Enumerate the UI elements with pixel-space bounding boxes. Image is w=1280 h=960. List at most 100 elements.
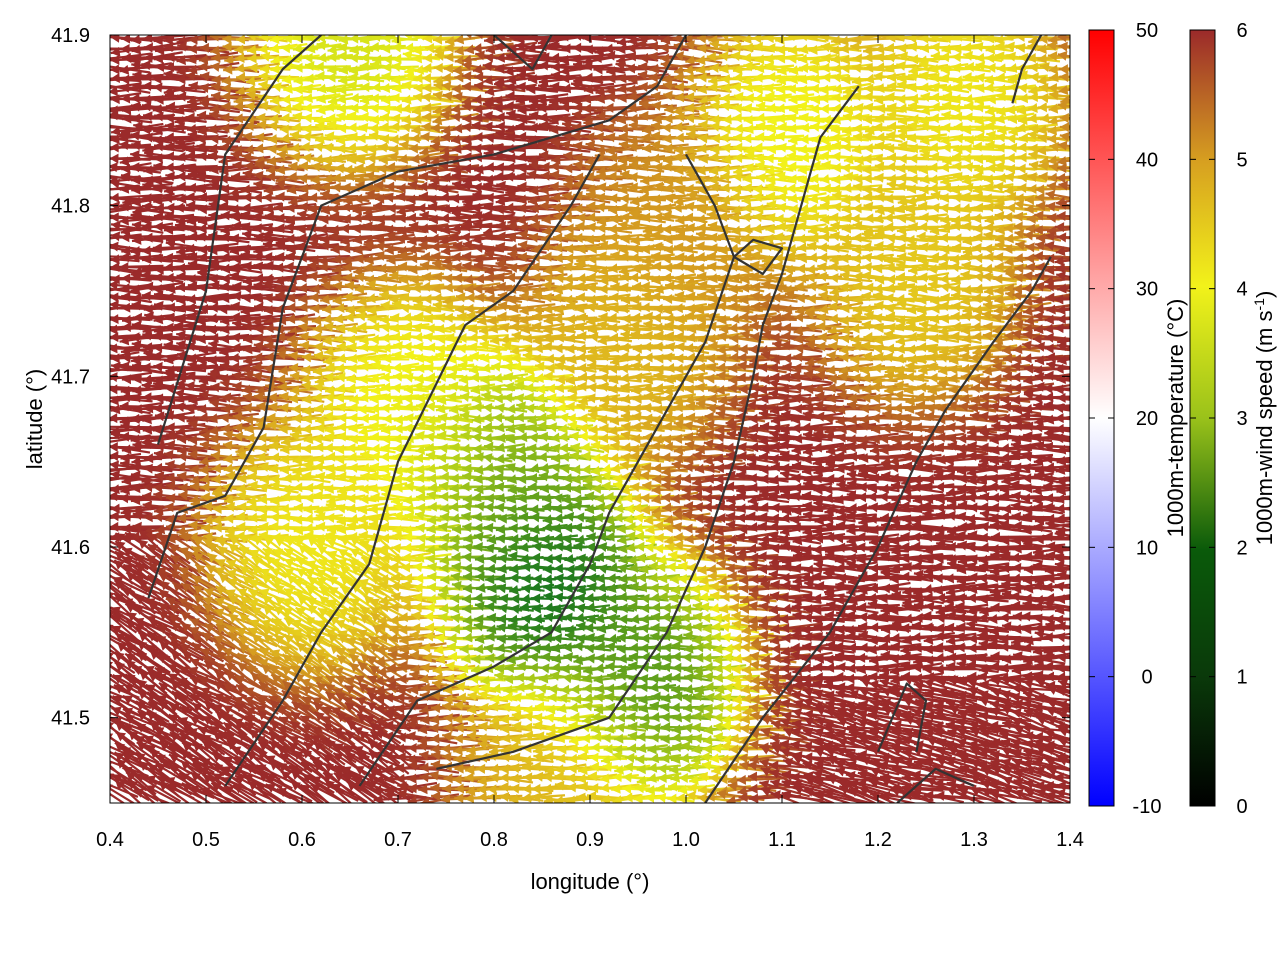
wind-arrow-head [764,53,774,64]
wind-arrow-head [506,35,516,42]
wind-arrow-head [742,52,752,63]
wind-arrow-head [941,44,952,55]
wind-arrow-head [176,74,186,85]
wind-arrow-head [719,42,729,53]
wind-arrow-head [952,43,962,54]
wind-arrow-head [317,52,327,63]
wind-arrow-head [98,312,107,322]
wind-arrow-head [898,51,909,62]
wind-arrow-head [951,62,962,73]
wind-arrow-head [316,40,327,51]
wind-arrow-head [164,61,175,72]
wind-arrow-head [962,35,972,42]
wind-arrow-head [236,72,246,83]
wind-arrow-head [775,44,786,55]
wind-arrow-head [89,223,98,233]
wind-arrow-head [695,55,706,66]
wind-arrow-head [863,45,873,56]
wind-arrow-head [224,55,234,66]
wind-arrow-head [1058,64,1069,75]
wind-arrow-head [369,41,379,52]
wind-arrow-head [260,51,271,62]
wind-arrow-head [87,154,96,164]
wind-arrow-head [930,42,940,53]
wind-arrow-head [472,64,483,75]
wind-arrow-head [559,54,570,65]
wind-arrow-head [452,65,463,76]
wind-arrow-head [897,43,907,54]
wind-arrow-head [88,291,98,301]
wind-arrow-head [808,44,818,55]
wind-arrow-head [733,64,743,75]
wind-arrow-head [798,35,808,42]
wind-arrow-head [886,35,896,43]
wind-arrow-head [382,54,392,65]
wind-arrow-head [464,44,475,55]
wind-arrow-head [1015,42,1026,53]
wind-arrow-head [258,43,268,54]
wind-arrow-head [539,60,549,71]
wind-arrow-head [754,63,765,74]
wind-arrow-head [1037,53,1047,64]
wind-arrow-head [404,42,414,53]
wind-arrow-head [152,73,162,84]
wind-arrow-head [222,35,232,44]
wind-arrow-head [697,43,707,54]
wind-arrow-head [371,35,381,42]
wind-arrow-head [222,41,232,52]
wind-arrow-head [99,272,108,282]
wind-arrow-head [348,53,359,63]
wind-arrow-head [776,53,786,64]
wind-arrow-head [1004,35,1014,41]
wind-arrow-head [259,35,269,43]
wind-arrow-head [472,43,482,54]
wind-arrow-head [874,52,885,63]
wind-arrow-head [484,52,494,63]
wind-arrow-head [305,43,316,54]
wind-arrow-head [593,64,603,75]
wind-arrow-head [131,44,142,55]
wind-arrow-head [462,60,472,71]
wind-arrow-head [98,226,107,236]
wind-arrow-head [422,35,433,44]
wind-arrow-head [177,41,187,52]
wind-arrow-head [100,207,110,217]
wind-arrow-head [984,35,995,44]
wind-arrow-head [258,71,268,82]
wind-arrow-head [98,143,107,153]
wind-arrow-head [885,52,896,63]
wind-arrow-head [482,61,493,72]
wind-arrow-head [863,52,873,63]
wind-arrow-head [494,41,504,52]
wind-arrow-head [550,61,560,72]
wind-arrow-head [766,43,776,54]
wind-arrow-head [391,42,402,53]
wind-arrow-head [445,35,455,46]
wind-arrow-head [443,63,453,74]
wind-arrow-head [293,62,303,73]
wind-arrow-head [939,52,950,63]
wind-arrow-head [432,35,443,45]
wind-arrow-head [840,63,850,74]
wind-arrow-head [235,35,246,45]
wind-arrow-head [382,62,392,73]
wind-arrow-head [515,35,525,45]
wind-arrow-head [709,39,720,50]
wind-arrow-head [88,112,97,122]
wind-arrow-head [338,35,349,45]
wind-arrow-head [930,51,941,62]
wind-arrow-head [550,52,560,63]
wind-arrow-head [186,54,197,65]
wind-arrow-head [328,35,338,43]
wind-arrow-head [292,43,303,54]
wind-arrow-head [820,35,830,43]
wind-arrow-head [360,35,370,45]
wind-arrow-head [996,63,1006,74]
wind-arrow-head [416,35,425,41]
wind-arrow-head [718,51,729,62]
wind-arrow-head [659,53,670,64]
wind-arrow-head [571,54,581,65]
wind-arrow-head [559,35,569,42]
wind-arrow-head [246,35,257,42]
wind-arrow-head [198,61,208,72]
